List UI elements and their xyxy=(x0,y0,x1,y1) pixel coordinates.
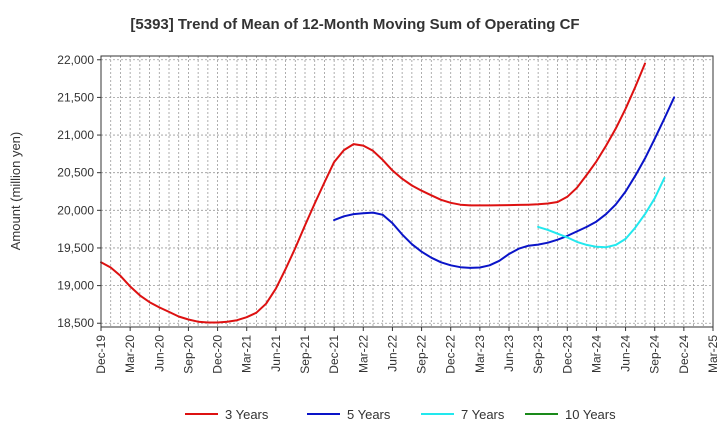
x-tick-label: Jun-23 xyxy=(502,335,516,372)
x-tick-label: Dec-22 xyxy=(444,335,458,374)
legend-label-5-years: 5 Years xyxy=(347,407,391,422)
y-axis-label: Amount (million yen) xyxy=(8,132,23,251)
x-tick-label: Mar-20 xyxy=(123,335,137,373)
x-axis: Dec-19 Mar-20 Jun-20 Sep-20 Dec-20 Mar-21 Jun-… xyxy=(94,327,720,374)
y-tick-label: 21,000 xyxy=(57,128,94,142)
x-tick-label: Sep-23 xyxy=(531,335,545,374)
x-tick-label: Jun-24 xyxy=(619,335,633,372)
x-tick-label: Mar-23 xyxy=(473,335,487,373)
y-tick-label: 21,500 xyxy=(57,90,94,104)
x-tick-label: Jun-20 xyxy=(152,335,166,372)
x-tick-label: Dec-23 xyxy=(560,335,574,374)
y-axis: 18,500 19,000 19,500 20,000 20,500 21,000 21,5… xyxy=(57,53,101,330)
x-tick-label: Sep-22 xyxy=(415,335,429,374)
x-tick-label: Dec-19 xyxy=(94,335,108,374)
x-tick-label: Sep-24 xyxy=(648,335,662,374)
y-tick-label: 19,000 xyxy=(57,279,94,293)
series-line-3-years xyxy=(100,62,646,324)
x-tick-label: Mar-24 xyxy=(589,335,603,373)
x-tick-label: Sep-20 xyxy=(181,335,195,374)
y-tick-label: 20,000 xyxy=(57,203,94,217)
x-tick-label: Mar-22 xyxy=(356,335,370,373)
x-tick-label: Jun-21 xyxy=(269,335,283,372)
chart-title: [5393] Trend of Mean of 12-Month Moving … xyxy=(130,16,579,33)
x-tick-label: Dec-20 xyxy=(211,335,225,374)
series-line-7-years xyxy=(537,176,666,249)
y-tick-label: 20,500 xyxy=(57,166,94,180)
x-tick-label: Mar-25 xyxy=(706,335,720,373)
plot-area xyxy=(101,56,713,327)
series-lines xyxy=(100,62,676,324)
y-tick-label: 19,500 xyxy=(57,241,94,255)
x-tick-label: Sep-21 xyxy=(298,335,312,374)
grid xyxy=(100,56,714,327)
x-tick-label: Jun-22 xyxy=(385,335,399,372)
x-tick-label: Dec-21 xyxy=(327,335,341,374)
legend: 3 Years 5 Years 7 Years 10 Years xyxy=(185,407,616,422)
y-tick-label: 22,000 xyxy=(57,53,94,67)
y-tick-label: 18,500 xyxy=(57,316,94,330)
legend-label-10-years: 10 Years xyxy=(565,407,616,422)
series-line-5-years xyxy=(333,96,676,269)
x-tick-label: Mar-21 xyxy=(240,335,254,373)
legend-label-7-years: 7 Years xyxy=(461,407,505,422)
x-tick-label: Dec-24 xyxy=(677,335,691,374)
legend-label-3-years: 3 Years xyxy=(225,407,269,422)
plot-frame xyxy=(100,55,714,328)
